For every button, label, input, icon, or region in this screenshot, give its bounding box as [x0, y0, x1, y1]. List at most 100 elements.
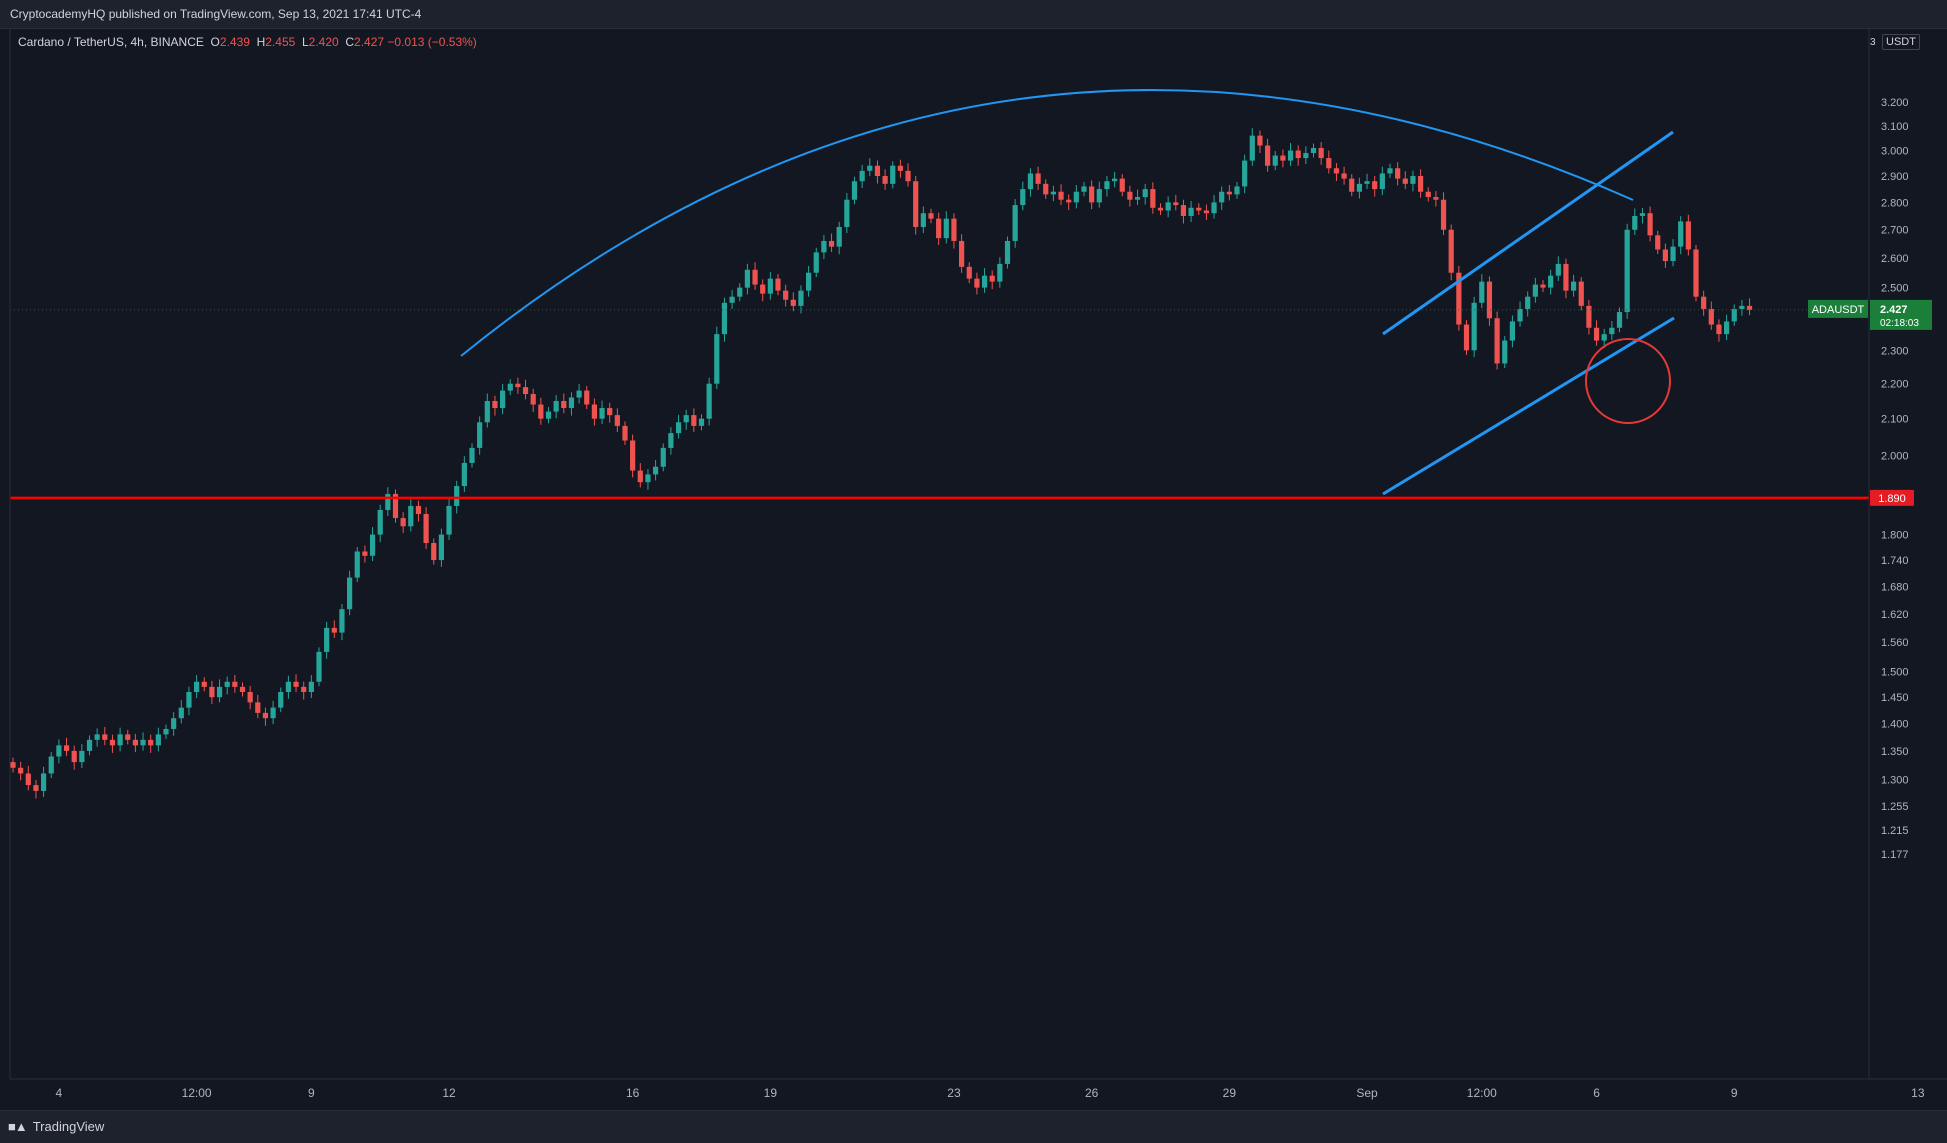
candle-body[interactable] [1150, 189, 1156, 208]
candle-body[interactable] [1494, 318, 1500, 364]
candle-body[interactable] [561, 401, 567, 409]
candle-body[interactable] [882, 176, 888, 184]
candle-body[interactable] [1050, 191, 1056, 195]
candle-body[interactable] [1249, 135, 1255, 161]
candle-body[interactable] [171, 718, 177, 729]
channel-lower-line[interactable] [1382, 316, 1675, 496]
candle-body[interactable] [500, 390, 506, 409]
candle-body[interactable] [1425, 191, 1431, 198]
candle-body[interactable] [270, 707, 276, 719]
candle-body[interactable] [1096, 189, 1102, 203]
candle-body[interactable] [767, 278, 773, 294]
candle-body[interactable] [890, 165, 896, 184]
candle-body[interactable] [1211, 202, 1217, 214]
candle-body[interactable] [959, 240, 965, 267]
candle-body[interactable] [905, 170, 911, 182]
candle-body[interactable] [522, 387, 529, 395]
candle-body[interactable] [216, 686, 223, 698]
candle-body[interactable] [25, 773, 31, 786]
candle-body[interactable] [813, 252, 819, 273]
price-axis-panel[interactable] [1869, 29, 1947, 1110]
candle-body[interactable] [1349, 178, 1355, 192]
candle-body[interactable] [966, 266, 972, 279]
chart-area[interactable]: 3.200 3.100 3.000 2.900 2.800 2.700 2.600 2.500… [0, 29, 1947, 1110]
candle-body[interactable] [1020, 189, 1026, 206]
candle-body[interactable] [1127, 191, 1133, 200]
candle-body[interactable] [293, 681, 299, 687]
candle-body[interactable] [1265, 145, 1271, 166]
candle-body[interactable] [477, 422, 483, 448]
highlight-circle[interactable] [1585, 338, 1671, 424]
candle-body[interactable] [1678, 221, 1684, 247]
candle-body[interactable] [1433, 197, 1439, 200]
candle-body[interactable] [1379, 173, 1385, 190]
candle-body[interactable] [232, 681, 238, 687]
candle-body[interactable] [1180, 205, 1187, 216]
candle-body[interactable] [362, 551, 368, 556]
candle-body[interactable] [316, 651, 322, 682]
candle-body[interactable] [301, 686, 307, 692]
candle-body[interactable] [1333, 168, 1340, 174]
candle-body[interactable] [102, 734, 108, 740]
candle-body[interactable] [1157, 207, 1164, 211]
candle-body[interactable] [1341, 173, 1347, 179]
candle-body[interactable] [1356, 183, 1362, 192]
candle-body[interactable] [1287, 150, 1294, 161]
candle-body[interactable] [1119, 178, 1125, 192]
candle-body[interactable] [729, 296, 735, 303]
candle-body[interactable] [568, 397, 575, 409]
candle-body[interactable] [369, 534, 376, 556]
candle-body[interactable] [721, 302, 728, 335]
candle-body[interactable] [1203, 210, 1209, 214]
candle-body[interactable] [1670, 246, 1676, 262]
candle-body[interactable] [1555, 263, 1561, 276]
candle-body[interactable] [56, 745, 62, 757]
candle-body[interactable] [79, 750, 85, 763]
candle-body[interactable] [408, 505, 414, 527]
candle-body[interactable] [1548, 275, 1554, 288]
candle-body[interactable] [1104, 181, 1110, 190]
candle-body[interactable] [691, 415, 697, 426]
candle-body[interactable] [790, 299, 796, 306]
candle-body[interactable] [186, 691, 192, 708]
candle-body[interactable] [997, 263, 1003, 282]
candle-body[interactable] [645, 474, 651, 483]
candle-body[interactable] [1463, 324, 1470, 351]
candle-body[interactable] [109, 739, 116, 746]
candle-body[interactable] [1440, 199, 1447, 230]
candle-body[interactable] [698, 418, 705, 426]
candle-body[interactable] [1058, 191, 1064, 200]
candle-body[interactable] [331, 627, 337, 633]
candle-body[interactable] [18, 767, 24, 774]
candle-body[interactable] [515, 383, 521, 388]
candle-body[interactable] [1685, 221, 1691, 250]
candle-body[interactable] [1387, 168, 1393, 174]
candle-body[interactable] [928, 213, 934, 219]
candle-body[interactable] [630, 440, 636, 471]
candle-body[interactable] [194, 681, 200, 692]
candle-body[interactable] [438, 534, 444, 561]
candle-body[interactable] [1479, 281, 1485, 303]
candle-body[interactable] [507, 383, 513, 391]
candle-body[interactable] [1509, 321, 1515, 341]
candle-body[interactable] [760, 284, 766, 294]
candle-body[interactable] [484, 401, 490, 423]
candle-body[interactable] [622, 425, 628, 441]
candle-body[interactable] [737, 287, 743, 297]
candle-body[interactable] [1739, 305, 1745, 309]
candle-body[interactable] [431, 542, 437, 561]
candle-body[interactable] [683, 415, 689, 423]
tradingview-logo[interactable]: ■▲ TradingView [8, 1119, 104, 1134]
candle-body[interactable] [599, 408, 605, 419]
candle-body[interactable] [1112, 178, 1118, 182]
candle-body[interactable] [377, 509, 383, 535]
candle-body[interactable] [209, 686, 215, 698]
candle-body[interactable] [140, 739, 146, 746]
candle-body[interactable] [1310, 148, 1317, 154]
candle-body[interactable] [1502, 340, 1508, 364]
candle-body[interactable] [1456, 272, 1462, 325]
candle-body[interactable] [86, 739, 93, 751]
candle-body[interactable] [867, 165, 873, 171]
candle-body[interactable] [1632, 215, 1638, 230]
candle-body[interactable] [400, 518, 406, 527]
